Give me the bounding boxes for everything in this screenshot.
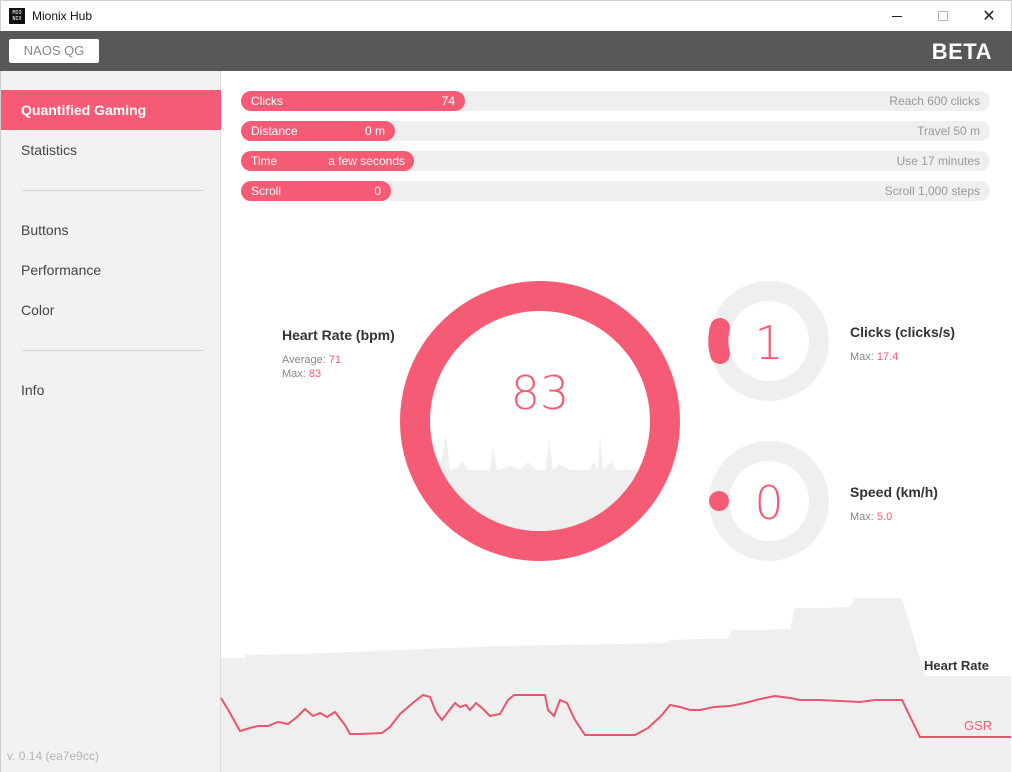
clicks-value: 1 <box>754 316 784 370</box>
sidebar-item-quantified-gaming[interactable]: Quantified Gaming <box>1 90 221 130</box>
close-icon: ✕ <box>982 6 996 25</box>
progress-value: a few seconds <box>328 154 405 168</box>
close-button[interactable]: ✕ <box>966 1 1012 31</box>
speed-stats: Max: 5.0 <box>850 510 892 524</box>
sidebar: Quantified Gaming Statistics Buttons Per… <box>0 71 221 772</box>
heart-rate-title: Heart Rate (bpm) <box>282 327 395 343</box>
progress-value: 0 <box>374 184 381 198</box>
heart-rate-value: 83 <box>510 366 570 420</box>
sidebar-item-color[interactable]: Color <box>21 302 55 318</box>
progress-clicks: Clicks 74 Reach 600 clicks <box>241 91 990 111</box>
heart-rate-stats: Average: 71 Max: 83 <box>282 353 341 381</box>
progress-label: Time <box>251 154 278 168</box>
max-label: Max: <box>850 351 874 363</box>
minimize-icon <box>892 15 902 17</box>
progress-scroll: Scroll 0 Scroll 1,000 steps <box>241 181 990 201</box>
beta-badge: BETA <box>931 39 992 64</box>
speed-title: Speed (km/h) <box>850 484 938 500</box>
progress-label: Scroll <box>251 184 282 198</box>
maximize-icon <box>938 11 948 21</box>
progress-fill <box>241 151 414 171</box>
progress-fill <box>241 181 391 201</box>
progress-fill <box>241 121 395 141</box>
progress-goal: Use 17 minutes <box>896 154 980 168</box>
clicks-stats: Max: 17.4 <box>850 350 898 364</box>
progress-goal: Travel 50 m <box>917 124 980 138</box>
speed-gauge-fill <box>709 491 729 511</box>
speed-value: 0 <box>754 476 784 530</box>
sidebar-divider <box>22 190 203 191</box>
device-selector-button[interactable]: NAOS QG <box>9 39 99 63</box>
clicks-title: Clicks (clicks/s) <box>850 324 956 340</box>
max-value: 5.0 <box>876 511 893 523</box>
progress-value: 0 m <box>364 124 385 138</box>
max-label: Max: <box>282 368 306 380</box>
progress-value: 74 <box>441 94 455 108</box>
sidebar-item-buttons[interactable]: Buttons <box>21 222 69 238</box>
progress-label: Clicks <box>251 94 283 108</box>
sidebar-item-info[interactable]: Info <box>21 382 45 398</box>
app-header: NAOS QG BETA <box>0 31 1012 71</box>
heart-rate-ring <box>400 281 680 561</box>
gsr-line <box>220 693 1011 738</box>
progress-goal: Scroll 1,000 steps <box>884 184 980 198</box>
clicks-gauge-fill <box>708 318 730 364</box>
gsr-chart-label: GSR <box>964 718 993 733</box>
maximize-button[interactable] <box>920 1 966 31</box>
progress-label: Distance <box>251 124 298 138</box>
progress-goal: Reach 600 clicks <box>889 94 980 108</box>
max-label: Max: <box>850 511 874 523</box>
window-title: Mionix Hub <box>32 9 93 23</box>
average-value: 71 <box>328 354 342 366</box>
heart-rate-sparkline <box>430 432 650 531</box>
sidebar-item-performance[interactable]: Performance <box>21 262 102 278</box>
progress-distance: Distance 0 m Travel 50 m <box>241 121 990 141</box>
minimize-button[interactable] <box>874 1 920 31</box>
app-logo-icon: MIO NIX <box>9 8 25 24</box>
max-value: 83 <box>308 368 322 380</box>
version-label: v. 0.14 (ea7e9cc) <box>7 749 99 763</box>
sidebar-item-statistics[interactable]: Statistics <box>21 142 78 158</box>
heart-rate-chart-label: Heart Rate <box>924 658 990 673</box>
sidebar-divider <box>22 350 203 351</box>
heart-rate-area <box>221 598 1011 772</box>
title-bar: MIO NIX Mionix Hub ✕ <box>0 0 1012 31</box>
progress-fill <box>241 91 465 111</box>
average-label: Average: <box>282 354 326 366</box>
progress-time: Time a few seconds Use 17 minutes <box>241 151 990 171</box>
max-value: 17.4 <box>876 351 899 363</box>
